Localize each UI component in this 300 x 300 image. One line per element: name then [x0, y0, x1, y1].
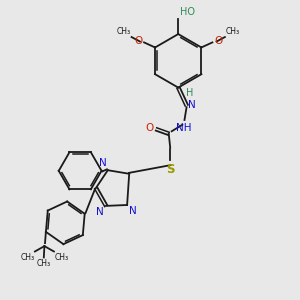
Text: CH₃: CH₃	[226, 27, 240, 36]
Text: NH: NH	[176, 123, 191, 133]
Text: CH₃: CH₃	[37, 259, 51, 268]
Text: HO: HO	[180, 7, 195, 17]
Text: CH₃: CH₃	[20, 253, 34, 262]
Text: O: O	[146, 123, 154, 133]
Text: O: O	[214, 36, 222, 46]
Text: N: N	[97, 207, 104, 217]
Text: S: S	[166, 163, 175, 176]
Text: O: O	[134, 36, 142, 46]
Text: CH₃: CH₃	[55, 253, 69, 262]
Text: CH₃: CH₃	[117, 27, 131, 36]
Text: N: N	[99, 158, 106, 168]
Text: N: N	[188, 100, 196, 110]
Text: N: N	[129, 206, 136, 216]
Text: H: H	[186, 88, 193, 98]
